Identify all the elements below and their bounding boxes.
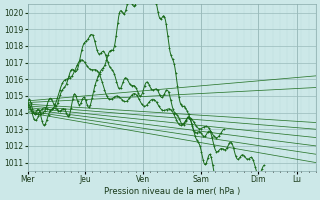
X-axis label: Pression niveau de la mer( hPa ): Pression niveau de la mer( hPa ) <box>104 187 240 196</box>
